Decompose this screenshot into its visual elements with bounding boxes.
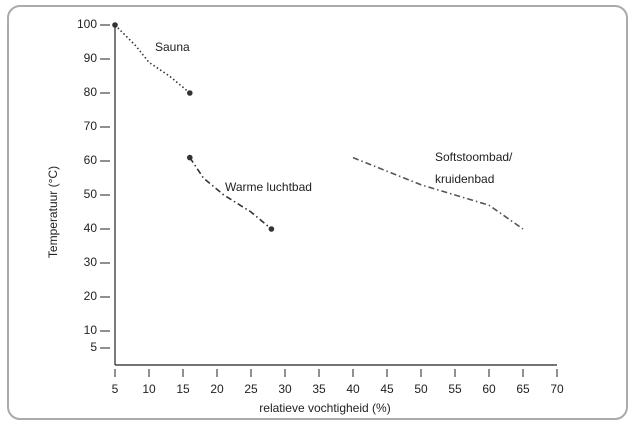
y-tick-label: 60 — [84, 153, 98, 167]
series-label: Warme luchtbad — [225, 180, 312, 194]
series-label: Sauna — [155, 40, 190, 54]
y-tick-label: 5 — [90, 340, 97, 354]
y-tick-label: 30 — [84, 255, 98, 269]
y-tick-label: 80 — [84, 85, 98, 99]
end-marker — [187, 90, 193, 96]
end-marker — [268, 226, 275, 232]
y-tick-label: 70 — [84, 119, 98, 133]
x-tick-label: 35 — [312, 382, 326, 396]
x-tick-label: 40 — [346, 382, 360, 396]
x-tick-label: 20 — [210, 382, 224, 396]
end-marker — [187, 154, 193, 161]
y-tick-label: 10 — [84, 323, 98, 337]
y-tick-label: 90 — [84, 51, 98, 65]
x-tick-label: 30 — [278, 382, 292, 396]
x-tick-label: 50 — [414, 382, 428, 396]
x-tick-label: 15 — [176, 382, 190, 396]
series-line — [352, 156, 524, 230]
x-tick-label: 25 — [244, 382, 258, 396]
end-marker — [112, 22, 118, 28]
x-tick-label: 65 — [516, 382, 530, 396]
x-tick-label: 5 — [112, 382, 119, 396]
x-tick-label: 10 — [142, 382, 156, 396]
frame — [7, 5, 628, 420]
x-tick-label: 70 — [550, 382, 564, 396]
x-tick-label: 60 — [482, 382, 496, 396]
series-line — [189, 157, 272, 230]
y-tick-label: 20 — [84, 289, 98, 303]
series-label: Softstoombad/ kruidenbad — [435, 150, 513, 186]
x-tick-label: 45 — [380, 382, 394, 396]
y-tick-label: 50 — [84, 187, 98, 201]
x-axis-label: relatieve vochtigheid (%) — [259, 401, 390, 415]
y-axis-label: Temperatuur (°C) — [46, 166, 60, 258]
y-tick-label: 40 — [84, 221, 98, 235]
x-tick-label: 55 — [448, 382, 462, 396]
y-tick-label: 100 — [77, 17, 97, 31]
